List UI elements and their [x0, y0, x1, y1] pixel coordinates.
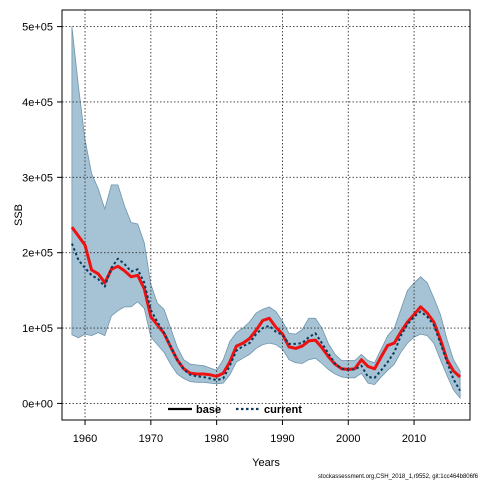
x-axis: 1960 1970 1980 1990 2000 2010: [73, 420, 426, 445]
plot-frame: [61, 9, 471, 421]
series-layer: [70, 226, 462, 392]
x-tick-label-2000: 2000: [336, 433, 360, 445]
x-tick-label-1970: 1970: [139, 433, 163, 445]
legend-label-base: base: [196, 404, 221, 416]
y-axis: 0e+00 1e+05 2e+05 3e+05 4e+05 5e+05: [22, 22, 62, 410]
x-tick-label-1960: 1960: [73, 433, 97, 445]
legend-label-current: current: [264, 404, 302, 416]
legend: base current: [168, 404, 302, 416]
footnote: stockassessment.org,CSH_2018_1,r9552, gi…: [318, 474, 479, 480]
x-tick-label-1980: 1980: [204, 433, 228, 445]
x-tick-label-1990: 1990: [270, 433, 294, 445]
y-tick-label-3: 3e+05: [22, 172, 53, 184]
y-tick-label-1: 1e+05: [22, 323, 53, 335]
y-tick-label-2: 2e+05: [22, 248, 53, 260]
confidence-band-layer: [71, 26, 461, 400]
y-tick-label-0: 0e+00: [22, 398, 53, 410]
series-line-current: [70, 243, 461, 392]
x-tick-label-2010: 2010: [402, 433, 426, 445]
series-line-base: [70, 226, 462, 379]
confidence-band: [71, 26, 461, 400]
x-axis-title: Years: [252, 457, 280, 469]
y-tick-label-4: 4e+05: [22, 97, 53, 109]
y-tick-label-5: 5e+05: [22, 22, 53, 34]
y-axis-title: SSB: [13, 204, 25, 226]
